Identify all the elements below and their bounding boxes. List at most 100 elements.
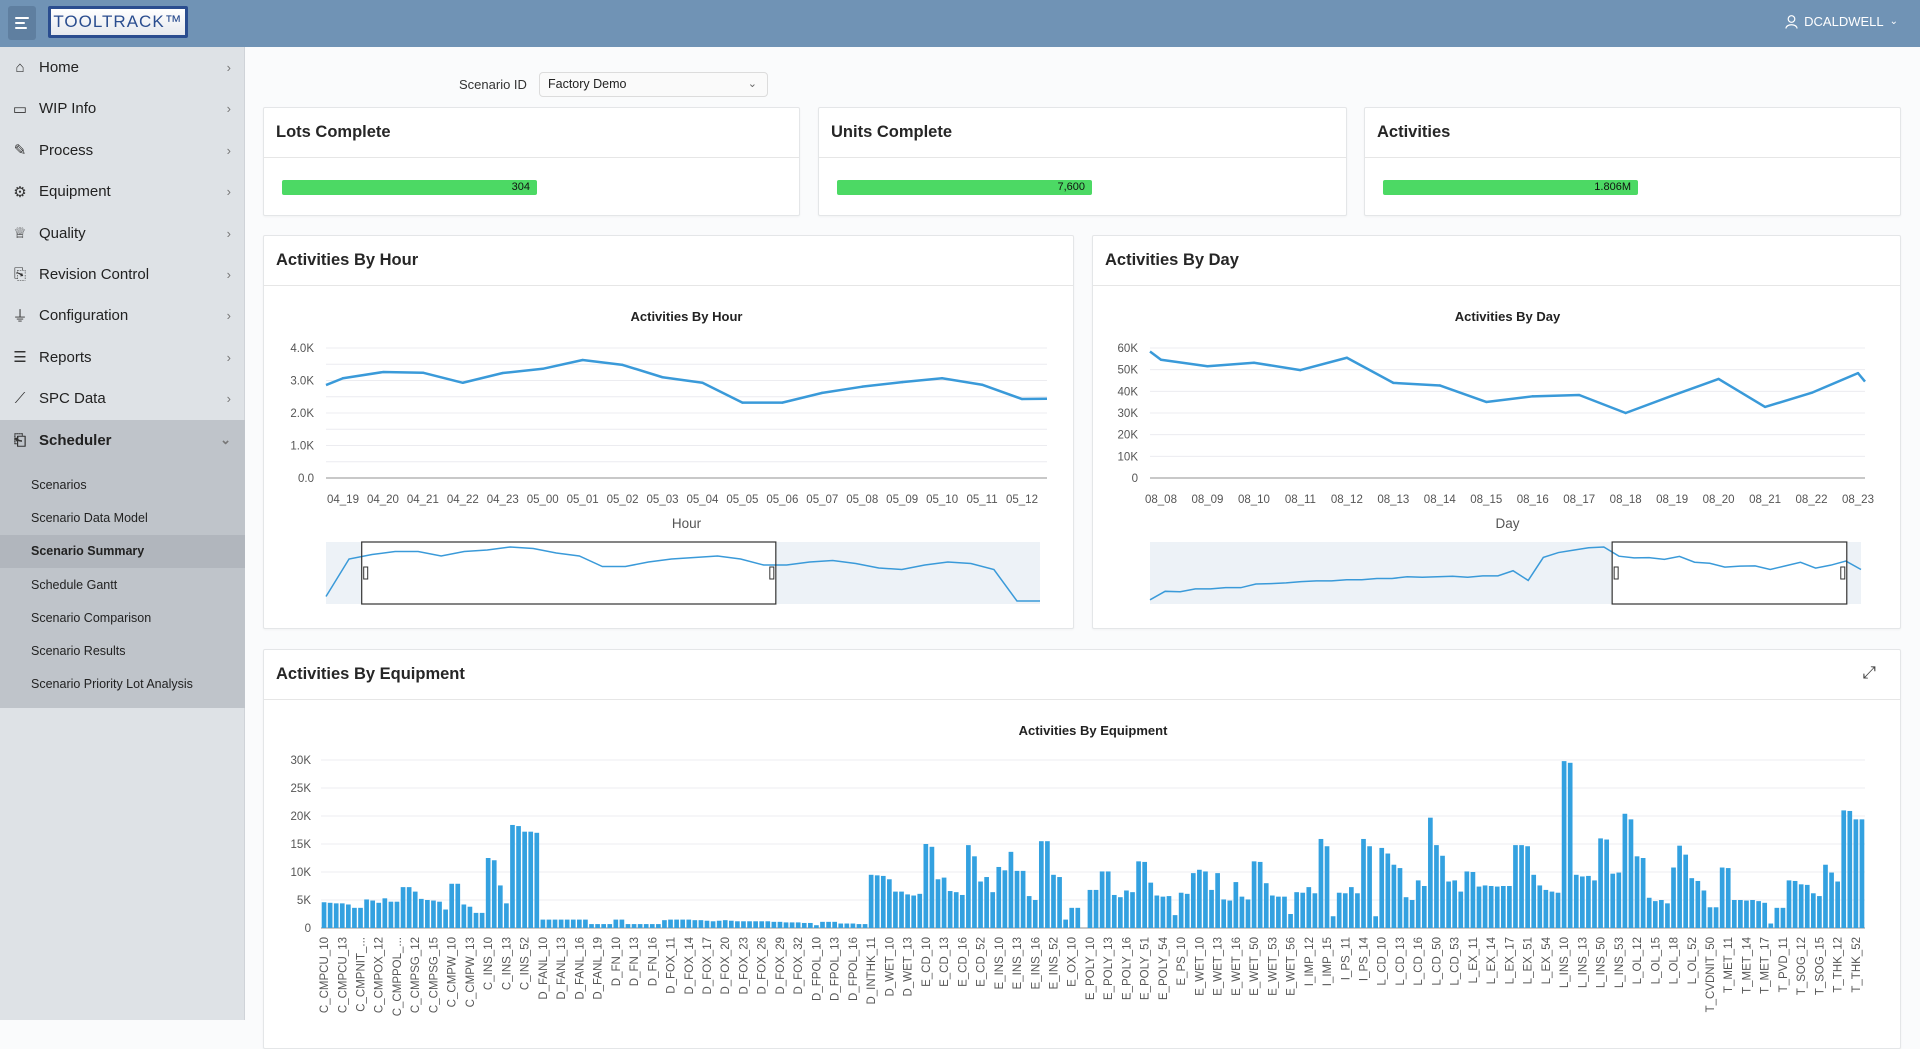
bar [1598,838,1603,928]
card-title: Activities By Hour [276,251,419,269]
bar [333,903,339,928]
bar [1087,889,1093,928]
bar [443,909,448,928]
x-tick-label: T_THK_52 [1851,937,1863,993]
x-tick-label: 05_04 [686,494,719,506]
x-tick-label: E_WET_56 [1286,937,1298,996]
bar [807,922,813,928]
data-point [701,381,704,384]
chevron-right-icon: › [226,60,231,75]
bar [735,921,740,928]
navigator-handle[interactable] [769,566,775,580]
sidebar-item-quality[interactable]: ♕ Quality › [0,213,245,254]
navigator-line [325,546,1040,602]
sidebar-subitem-scenario-summary[interactable]: Scenario Summary [0,535,245,569]
navigator-handle[interactable] [1613,566,1619,580]
x-tick-label: 05_06 [766,494,798,506]
bar [1750,900,1755,928]
bar [491,860,497,928]
sidebar-item-spc-data[interactable]: ⟋ SPC Data › [0,378,245,419]
x-tick-label: E_INS_10 [994,937,1006,989]
bar [1586,875,1591,928]
sidebar-item-process[interactable]: ✎ Process › [0,130,245,171]
sidebar-subitem-scenario-comparison[interactable]: Scenario Comparison [31,610,152,625]
x-tick-label: 04_21 [407,494,439,506]
data-point [940,377,944,380]
document-clock-icon: ⎘ [13,266,26,283]
x-tick-label: 05_05 [726,494,758,506]
bar [406,887,412,928]
bar [1847,810,1853,928]
sidebar-item-configuration[interactable]: ⏚ Configuration › [0,295,245,336]
bar [1640,858,1646,928]
user-icon [1785,14,1798,29]
bar [1227,900,1233,928]
bar [613,919,619,928]
expand-icon[interactable]: ⤢ [1862,663,1876,682]
sidebar-item-reports[interactable]: ☰ Reports › [0,337,245,378]
sidebar-item-scheduler[interactable]: ⎗ Scheduler ⌄ [0,420,245,461]
user-menu[interactable]: DCALDWELL ⌄ [1785,14,1898,29]
tooltrack-logo[interactable]: TOOLTRACK™ [48,6,188,38]
bar [467,906,473,928]
x-tick-label: D_FOX_14 [684,936,696,994]
bar [1099,871,1105,928]
x-tick-label: 08_08 [1145,494,1177,506]
navigator-window[interactable] [361,541,777,605]
bar [1452,880,1458,928]
bar [400,887,406,928]
x-tick-label: E_WET_50 [1249,937,1261,996]
bar [1549,891,1555,928]
bar [1209,889,1214,928]
sidebar-subitem-scenario-data-model[interactable]: Scenario Data Model [31,511,148,526]
sidebar-item-wip-info[interactable]: ▭ WIP Info › [0,88,245,129]
navigator-handle[interactable] [1840,566,1846,580]
sidebar-item-label: Home [39,59,80,76]
bar [656,924,661,928]
sidebar-item-label: Configuration [39,307,129,325]
x-tick-label: D_WET_10 [884,937,896,996]
bar [680,919,686,928]
bar [710,921,716,928]
bar [1014,870,1020,928]
menu-toggle-button[interactable] [8,6,36,40]
x-tick-label: 05_00 [527,494,559,506]
bar [643,924,649,928]
bar [1166,896,1172,928]
bar [534,832,540,928]
sidebar-item-equipment[interactable]: ⚙ Equipment › [0,171,245,212]
bar [540,919,546,928]
bar [1178,892,1184,928]
navigator-handle[interactable] [363,566,369,580]
bar [1464,871,1470,928]
x-tick-label: E_CD_10 [921,937,933,987]
sidebar-item-home[interactable]: ⌂ Home › [0,47,245,88]
sidebar-item-revision-control[interactable]: ⎘ Revision Control › [0,254,245,295]
bar [1245,899,1251,928]
bar [479,912,485,928]
scenario-id-select[interactable]: Factory Demo ⌄ [539,72,768,97]
bar [1306,887,1312,928]
x-tick-label: 08_19 [1656,494,1688,506]
sidebar-subitem-schedule-gantt[interactable]: Schedule Gantt [31,577,118,592]
bar [668,919,673,928]
x-tick-label: C_CMPPOL_... [392,937,404,1016]
bar [996,866,1002,928]
bar [747,921,752,928]
bar [352,907,357,928]
bar [1695,880,1701,928]
data-point [1159,358,1163,361]
sidebar-subitem-scenario-priority-lot-analysis[interactable]: Scenario Priority Lot Analysis [31,677,193,692]
bar [1385,853,1391,928]
bar [1002,870,1008,928]
bar [346,904,351,928]
bar [1312,893,1318,928]
data-point [581,358,584,362]
navigator-window[interactable] [1611,541,1848,605]
bar [674,919,679,928]
sidebar-subitem-scenarios[interactable]: Scenarios [31,478,87,492]
bar [832,921,837,928]
data-point [381,370,385,374]
data-point [1206,365,1209,368]
sidebar-subitem-scenario-results[interactable]: Scenario Results [31,644,126,658]
